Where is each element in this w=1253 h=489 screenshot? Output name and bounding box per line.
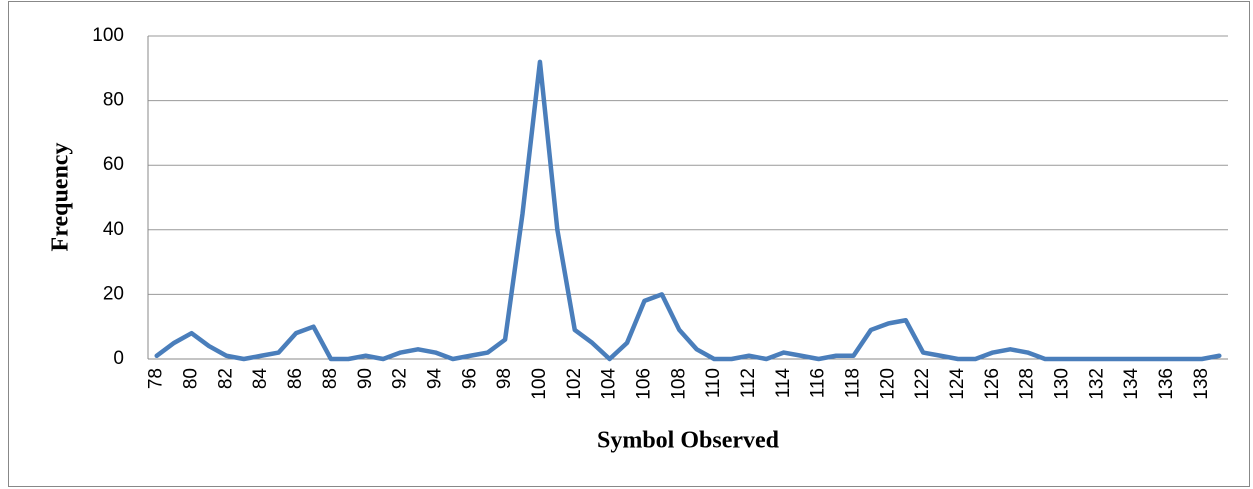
x-tick-label: 92 xyxy=(390,368,411,389)
x-tick-label: 86 xyxy=(285,368,306,389)
x-tick-label: 136 xyxy=(1156,368,1177,400)
x-tick-label: 88 xyxy=(320,368,341,389)
y-tick-label: 80 xyxy=(103,90,124,111)
x-tick-label: 138 xyxy=(1191,368,1212,400)
data-line xyxy=(154,59,1222,362)
x-tick-label: 114 xyxy=(773,368,794,399)
x-tick-label: 126 xyxy=(982,368,1003,400)
x-tick-label: 118 xyxy=(842,368,863,398)
y-axis-title: Frequency xyxy=(48,143,74,252)
chart-frame xyxy=(8,1,1250,487)
x-tick-label: 102 xyxy=(564,368,585,400)
x-tick-label: 116 xyxy=(808,368,829,398)
x-tick-label: 96 xyxy=(459,368,480,389)
x-tick-label: 132 xyxy=(1086,368,1107,400)
x-tick-label: 110 xyxy=(703,368,724,398)
x-tick-label: 78 xyxy=(146,368,167,389)
x-tick-label: 130 xyxy=(1052,368,1073,400)
x-axis-title: Symbol Observed xyxy=(597,428,780,454)
x-tick-label: 106 xyxy=(633,368,654,400)
x-tick-label: 84 xyxy=(250,368,271,390)
x-tick-label: 108 xyxy=(668,368,689,400)
y-tick-label: 20 xyxy=(103,283,124,304)
x-tick-label: 104 xyxy=(599,368,620,400)
y-tick-label: 0 xyxy=(113,348,124,369)
y-tick-label: 60 xyxy=(103,154,124,175)
x-tick-label: 128 xyxy=(1017,368,1038,400)
x-tick-label: 94 xyxy=(424,368,445,390)
y-tick-label: 100 xyxy=(92,25,124,46)
x-tick-label: 120 xyxy=(877,368,898,400)
x-tick-label: 90 xyxy=(355,368,376,389)
x-tick-label: 112 xyxy=(738,368,759,398)
x-tick-label: 82 xyxy=(215,368,236,389)
x-tick-label: 134 xyxy=(1121,368,1142,400)
x-tick-label: 122 xyxy=(912,368,933,400)
x-tick-label: 100 xyxy=(529,368,550,400)
x-tick-label: 124 xyxy=(947,368,968,400)
y-tick-label: 40 xyxy=(103,219,124,240)
x-tick-label: 98 xyxy=(494,368,515,389)
x-tick-label: 80 xyxy=(181,368,202,389)
